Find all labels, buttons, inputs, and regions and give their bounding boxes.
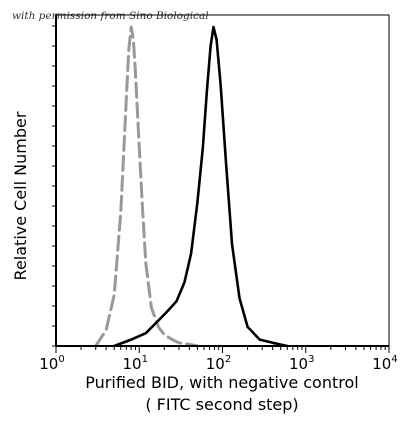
plot-frame bbox=[55, 14, 390, 347]
x-tick-exponent: 0 bbox=[58, 354, 64, 365]
x-tick-exponent: 1 bbox=[142, 354, 148, 365]
series-line-negative-control bbox=[94, 25, 199, 348]
y-axis-title: Relative Cell Number bbox=[11, 111, 30, 280]
x-tick-label: 104 bbox=[372, 354, 397, 373]
x-tick-label: 102 bbox=[206, 354, 231, 373]
x-tick-label: 100 bbox=[39, 354, 64, 373]
x-axis-title-line2: ( FITC second step) bbox=[145, 395, 298, 414]
x-tick-base: 10 bbox=[206, 355, 225, 373]
x-tick-labels: 100 101 102 103 104 bbox=[39, 354, 397, 373]
x-tick-base: 10 bbox=[39, 355, 58, 373]
x-tick-label: 103 bbox=[289, 354, 314, 373]
x-tick-exponent: 4 bbox=[391, 354, 397, 365]
axes bbox=[52, 14, 390, 353]
x-tick-label: 101 bbox=[123, 354, 148, 373]
x-axis-title-line1: Purified BID, with negative control bbox=[85, 373, 358, 392]
plot-marks bbox=[94, 25, 289, 348]
x-tick-base: 10 bbox=[123, 355, 142, 373]
x-tick-exponent: 2 bbox=[225, 354, 231, 365]
x-tick-exponent: 3 bbox=[308, 354, 314, 365]
x-tick-base: 10 bbox=[289, 355, 308, 373]
series-line-sample bbox=[112, 25, 289, 348]
x-tick-base: 10 bbox=[372, 355, 391, 373]
watermark-text: with permission from Sino Biological bbox=[12, 10, 209, 22]
